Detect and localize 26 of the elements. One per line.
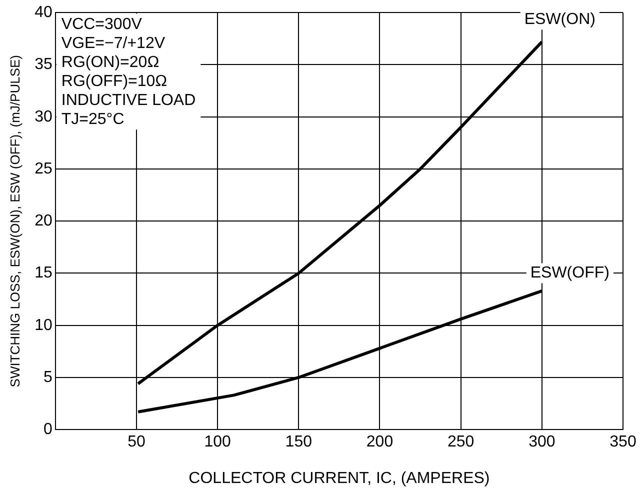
annotation: RG(ON)=20Ω [61, 54, 160, 72]
y-tick-label: 10 [34, 316, 52, 334]
x-tick-label: 200 [366, 434, 394, 451]
series-label: ESW(OFF) [530, 264, 610, 282]
y-tick-label: 25 [34, 160, 52, 178]
x-axis-title: COLLECTOR CURRENT, IC, (AMPERES) [188, 470, 490, 487]
y-axis-title: SWITCHING LOSS, ESW(ON), ESW (OFF), (mJ/PULSE) [7, 54, 22, 388]
annotation: RG(OFF)=10Ω [61, 73, 168, 90]
y-tick-label: 40 [34, 4, 52, 22]
x-tick-label: 300 [528, 434, 556, 451]
x-tick-label: 150 [285, 434, 312, 451]
x-tick-label: 350 [610, 434, 636, 451]
annotation: TJ=25°C [61, 111, 124, 128]
x-tick-label: 50 [128, 434, 146, 451]
y-tick-label: 20 [34, 212, 52, 230]
series-label: ESW(ON) [524, 11, 596, 28]
y-tick-label: 35 [34, 56, 52, 74]
x-tick-label: 250 [447, 434, 474, 451]
y-tick-label: 15 [34, 264, 52, 282]
annotation: INDUCTIVE LOAD [61, 92, 196, 110]
annotation: VGE=−7/+12V [61, 35, 166, 52]
y-tick-label: 5 [43, 368, 52, 386]
y-tick-label: 0 [43, 421, 52, 438]
y-tick-label: 30 [34, 108, 52, 126]
x-tick-label: 100 [204, 434, 232, 451]
annotation: VCC=300V [61, 16, 142, 34]
